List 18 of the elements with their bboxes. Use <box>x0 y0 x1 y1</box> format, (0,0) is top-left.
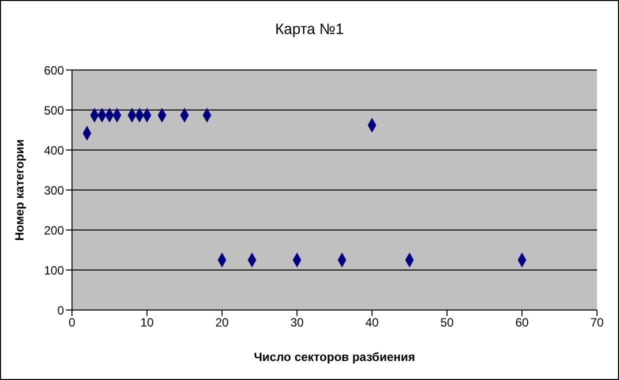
x-tick-label: 60 <box>515 316 529 330</box>
y-tick-label: 100 <box>44 263 64 278</box>
x-tick-label: 10 <box>140 316 154 330</box>
x-tick-label: 50 <box>440 316 454 330</box>
y-tick-label: 200 <box>44 223 64 238</box>
y-tick-label: 600 <box>44 63 64 78</box>
y-tick-label: 400 <box>44 143 64 158</box>
x-tick-label: 40 <box>365 316 379 330</box>
chart-title: Карта №1 <box>274 21 345 38</box>
x-tick-label: 70 <box>590 316 604 330</box>
y-tick-label: 0 <box>57 303 64 318</box>
y-tick-label: 300 <box>44 183 64 198</box>
y-tick-label: 500 <box>44 103 64 118</box>
x-tick-label: 30 <box>290 316 304 330</box>
x-axis-title: Число секторов разбиения <box>254 350 416 364</box>
x-tick-label: 20 <box>215 316 229 330</box>
x-tick-label: 0 <box>68 316 76 330</box>
y-axis-title: Номер категории <box>12 139 26 241</box>
